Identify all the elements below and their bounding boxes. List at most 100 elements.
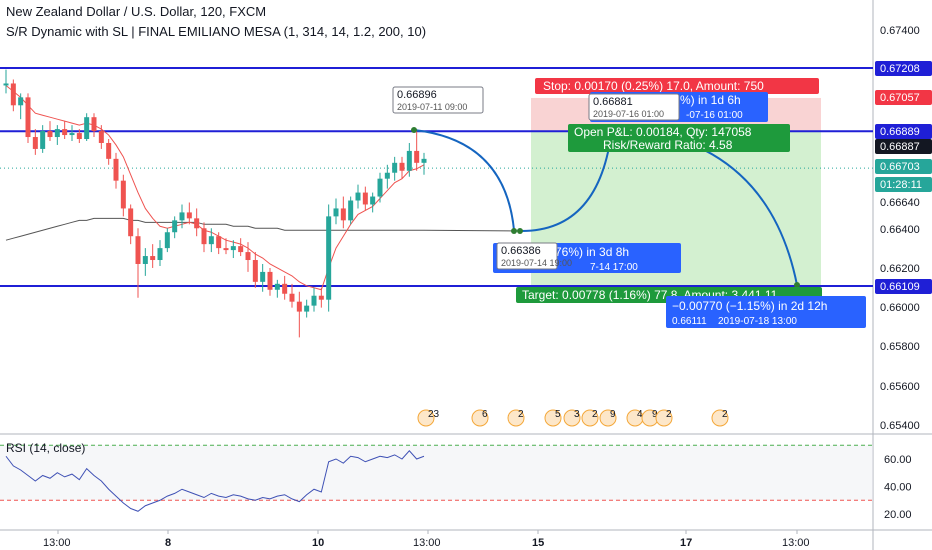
candle-body bbox=[318, 295, 324, 300]
svg-text:-07-16 01:00: -07-16 01:00 bbox=[686, 110, 743, 121]
price-label-stop bbox=[875, 90, 932, 105]
candle-body bbox=[54, 129, 60, 138]
candle-body bbox=[201, 228, 207, 245]
candle-body bbox=[252, 260, 258, 282]
symbol-title: New Zealand Dollar / U.S. Dollar, 120, F… bbox=[6, 4, 267, 19]
candle-body bbox=[230, 246, 236, 251]
stop-label bbox=[535, 78, 819, 94]
svg-text:9: 9 bbox=[652, 409, 658, 420]
candle-body bbox=[414, 150, 420, 163]
x-tick-label: 13:00 bbox=[43, 537, 71, 549]
candle-body bbox=[274, 283, 280, 290]
svg-text:0.66703: 0.66703 bbox=[880, 161, 920, 173]
candle-body bbox=[348, 200, 354, 221]
event-badge bbox=[599, 409, 617, 427]
projection-box-3 bbox=[666, 296, 866, 328]
y-tick-label: 0.66200 bbox=[880, 263, 920, 275]
projection-point bbox=[794, 282, 800, 288]
price-label-sr bbox=[875, 279, 932, 294]
svg-text:Open P&L: 0.00184, Qty: 147058: Open P&L: 0.00184, Qty: 147058 bbox=[574, 125, 752, 139]
candle-body bbox=[120, 180, 126, 209]
event-badge bbox=[471, 409, 489, 427]
candle-body bbox=[421, 158, 427, 163]
candle-body bbox=[113, 158, 119, 181]
svg-text:0.66887: 0.66887 bbox=[880, 141, 920, 153]
candle-body bbox=[186, 212, 192, 219]
svg-text:4: 4 bbox=[637, 409, 643, 420]
candle-body bbox=[267, 271, 273, 290]
svg-text:0.66386: 0.66386 bbox=[501, 245, 541, 257]
svg-text:7-14 17:00: 7-14 17:00 bbox=[590, 262, 638, 273]
candle-body bbox=[392, 162, 398, 173]
svg-text:2: 2 bbox=[666, 409, 672, 420]
candle-body bbox=[245, 252, 251, 261]
candle-body bbox=[370, 196, 376, 205]
candle-body bbox=[128, 208, 134, 237]
event-badge bbox=[507, 409, 525, 427]
x-tick-label: 17 bbox=[680, 537, 692, 549]
svg-text:9: 9 bbox=[610, 409, 616, 420]
x-tick-label: 10 bbox=[312, 537, 324, 549]
candle-body bbox=[362, 192, 368, 205]
candle-body bbox=[91, 117, 97, 132]
candle-body bbox=[223, 248, 229, 251]
price-label-last bbox=[875, 139, 932, 154]
x-tick-label: 15 bbox=[532, 537, 544, 549]
candle-body bbox=[399, 162, 405, 171]
svg-text:2: 2 bbox=[518, 409, 524, 420]
y-tick-label: 0.65600 bbox=[880, 381, 920, 393]
svg-text:0.66109: 0.66109 bbox=[880, 281, 920, 293]
candle-body bbox=[62, 129, 68, 136]
svg-text:2019-07-16 01:00: 2019-07-16 01:00 bbox=[593, 109, 664, 119]
candle-body bbox=[260, 271, 266, 282]
rsi-y-tick: 20.00 bbox=[884, 509, 912, 521]
y-tick-label: 0.66640 bbox=[880, 197, 920, 209]
svg-text:0.66896: 0.66896 bbox=[397, 89, 437, 101]
ma-line bbox=[5, 217, 531, 241]
candle-body bbox=[98, 131, 104, 143]
svg-text:2: 2 bbox=[592, 409, 598, 420]
rsi-band bbox=[0, 445, 873, 501]
x-tick-label: 8 bbox=[165, 537, 171, 549]
candle-body bbox=[157, 248, 163, 261]
ema-line bbox=[5, 85, 425, 291]
candle-body bbox=[406, 150, 412, 171]
candle-body bbox=[179, 212, 185, 221]
svg-text:2019-07-14 19:00: 2019-07-14 19:00 bbox=[501, 258, 572, 268]
svg-text:Risk/Reward Ratio: 4.58: Risk/Reward Ratio: 4.58 bbox=[603, 138, 733, 152]
svg-text:23: 23 bbox=[428, 409, 440, 420]
projection-point bbox=[411, 127, 417, 133]
candle-body bbox=[142, 256, 148, 264]
candle-body bbox=[282, 283, 288, 294]
candle-body bbox=[355, 192, 361, 201]
candle-body bbox=[84, 117, 90, 140]
callout-0.66881 bbox=[588, 93, 680, 121]
price-label-current bbox=[875, 159, 932, 174]
callout-0.66386 bbox=[496, 242, 558, 270]
x-tick-label: 13:00 bbox=[413, 537, 441, 549]
event-badge bbox=[563, 409, 581, 427]
rsi-title: RSI (14, close) bbox=[6, 441, 86, 455]
candle-body bbox=[304, 305, 310, 312]
price-label-countdown bbox=[875, 177, 932, 192]
candle-body bbox=[311, 295, 317, 306]
candle-body bbox=[333, 208, 339, 217]
candle-body bbox=[3, 83, 9, 86]
rsi-y-tick: 40.00 bbox=[884, 482, 912, 494]
svg-text:76%) in 3d 8h: 76%) in 3d 8h bbox=[555, 245, 629, 259]
candle-body bbox=[47, 131, 53, 138]
candle-body bbox=[18, 97, 24, 106]
y-tick-label: 0.67400 bbox=[880, 25, 920, 37]
indicator-title: S/R Dynamic with SL | FINAL EMILIANO MES… bbox=[6, 24, 427, 39]
y-tick-label: 0.66400 bbox=[880, 224, 920, 236]
candle-body bbox=[384, 172, 390, 179]
candle-body bbox=[296, 301, 302, 312]
svg-text:6: 6 bbox=[482, 409, 488, 420]
price-label-sr bbox=[875, 61, 932, 76]
candle-body bbox=[69, 133, 75, 136]
projection-arc-1 bbox=[413, 129, 515, 231]
pl-label bbox=[568, 124, 790, 152]
candle-body bbox=[289, 293, 295, 302]
svg-text:2: 2 bbox=[722, 409, 728, 420]
